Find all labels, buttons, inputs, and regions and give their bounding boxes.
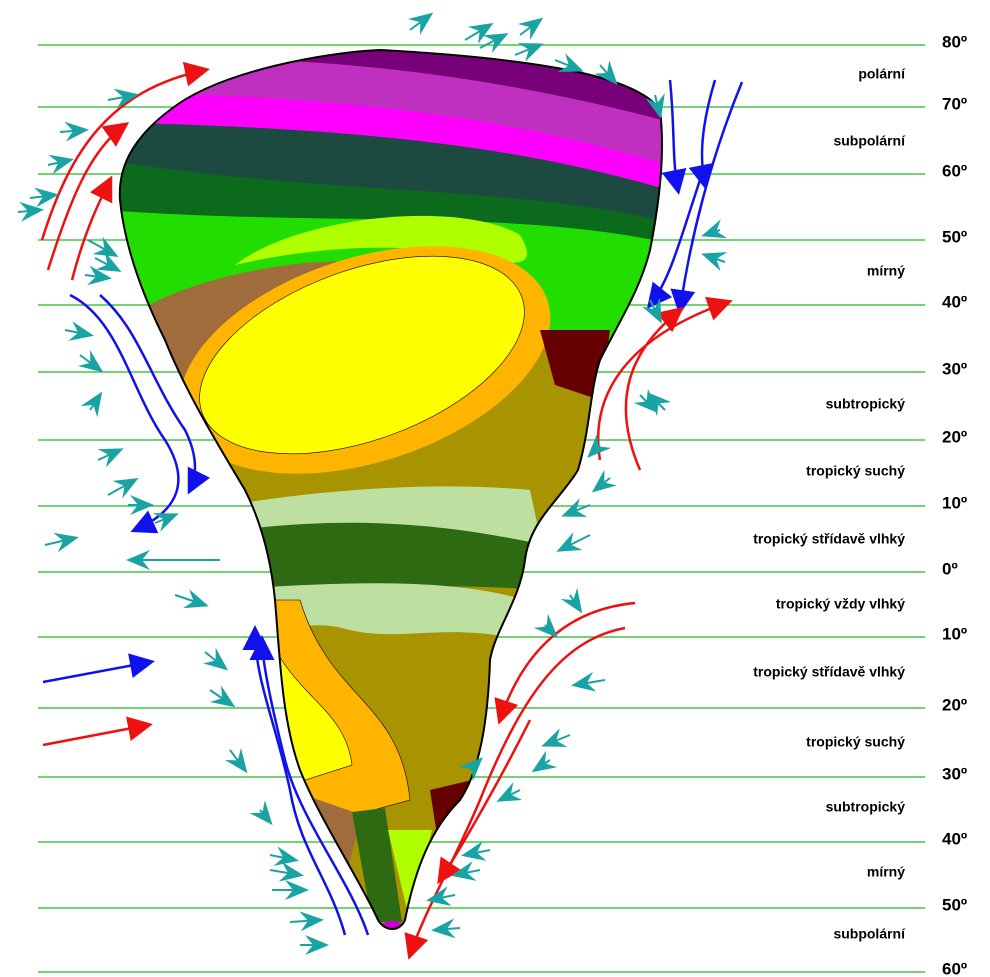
zone-label: polární (858, 66, 906, 82)
wind-arrow (84, 265, 112, 286)
wind-arrow (591, 469, 617, 493)
latitude-label: 80º (942, 32, 967, 51)
wind-arrow (642, 297, 662, 324)
zone-label: tropický vždy vlhký (776, 596, 905, 612)
wind-arrow (518, 17, 544, 40)
wind-arrow (289, 911, 324, 932)
currents (40, 61, 744, 960)
wind-arrow (431, 918, 461, 939)
zone-label: subtropický (826, 396, 906, 412)
wind-arrow (461, 841, 491, 861)
wind-arrow (87, 236, 119, 257)
wind-arrow (203, 647, 229, 671)
wind-arrow (78, 350, 104, 373)
latitude-label: 60º (942, 959, 967, 977)
wind-arrow (47, 154, 74, 175)
zone-label: tropický suchý (806, 734, 905, 750)
latitude-label: 50º (942, 227, 967, 246)
latitude-label: 50º (942, 895, 967, 914)
zone-label: subpolární (833, 133, 906, 149)
wind-arrow (701, 252, 728, 272)
wind-arrow (458, 757, 483, 782)
wind-arrow (531, 750, 558, 773)
wind-arrow (174, 589, 209, 609)
wind-arrow (479, 33, 509, 54)
wind-arrow (269, 861, 304, 882)
wind-arrow (80, 391, 103, 418)
zone-label: mírný (867, 263, 905, 279)
labels: 80º 70º 60º 50º 40º 30º 20º 10º 0º 10º 20º 30º 40º 50… (753, 32, 967, 977)
wind-arrow (94, 251, 122, 272)
latitude-label: 40º (942, 829, 967, 848)
wind-arrow (701, 219, 728, 239)
wind-arrow (561, 498, 591, 517)
zone-label: tropický suchý (806, 463, 905, 479)
latitude-label: 0º (942, 559, 958, 578)
latitude-label: 20º (942, 427, 967, 446)
wind-arrow (556, 532, 591, 552)
zone-label: subpolární (833, 926, 906, 942)
wind-arrow (152, 513, 179, 532)
wind-arrow (97, 448, 124, 468)
wind-arrow (451, 861, 481, 881)
zone-label: tropický střídavě vlhký (753, 664, 905, 680)
wind-arrow (249, 800, 273, 826)
wind-arrow (107, 478, 139, 499)
wind-arrow (107, 88, 139, 109)
wind-arrow (560, 587, 583, 614)
wind-arrow (17, 201, 44, 222)
wind-arrow (541, 728, 571, 747)
zone-label: mírný (867, 864, 905, 880)
wind-arrow (587, 433, 612, 458)
wind-arrow (594, 60, 618, 85)
latitude-label: 70º (942, 94, 967, 113)
wind-arrow (64, 321, 94, 341)
wind-arrow (533, 613, 558, 638)
zone-label: subtropický (826, 799, 906, 815)
wind-arrow (225, 748, 248, 774)
wind-arrow (408, 12, 434, 35)
wind-arrow (29, 187, 59, 208)
latitude-label: 20º (942, 695, 967, 714)
wind-arrow (645, 93, 665, 119)
latitude-label: 40º (942, 292, 967, 311)
latitude-label: 30º (942, 359, 967, 378)
latitude-label: 10º (942, 624, 967, 643)
latitude-label: 10º (942, 493, 967, 512)
zone-label: tropický střídavě vlhký (753, 531, 905, 547)
wind-arrow (496, 782, 523, 802)
wind-arrow (59, 121, 89, 142)
wind-arrow (571, 671, 606, 692)
wind-arrow (647, 392, 672, 417)
wind-arrow (554, 53, 584, 72)
wind-arrow (44, 532, 79, 553)
latitude-label: 60º (942, 161, 967, 180)
wind-arrow (269, 846, 299, 866)
wind-arrow (514, 43, 544, 62)
latitude-label: 30º (942, 764, 967, 783)
wind-arrow (209, 685, 236, 708)
winds (17, 12, 728, 955)
wind-arrow (426, 886, 456, 906)
wind-arrow (464, 22, 494, 44)
